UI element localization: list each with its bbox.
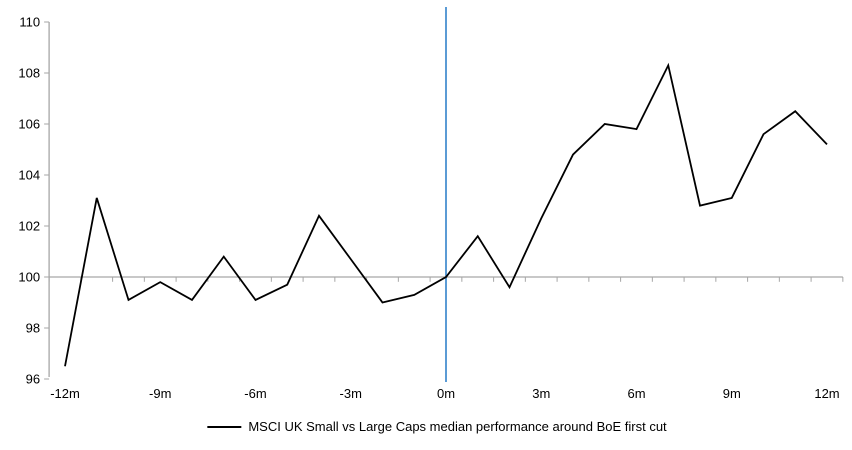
x-tick-label: 9m — [723, 386, 741, 401]
y-tick-label: 98 — [26, 321, 40, 336]
series-line-msci-uk — [64, 62, 828, 367]
x-tick-label: -3m — [340, 386, 362, 401]
x-tick-label: -6m — [244, 386, 266, 401]
x-tick-label: -9m — [149, 386, 171, 401]
chart-canvas: 96 98 100 102 104 106 108 110 -12m -9m -6m -3m 0m 3m 6… — [18, 7, 844, 401]
y-tick-label: 100 — [18, 270, 40, 285]
x-tick-label: -12m — [50, 386, 80, 401]
y-tick-label: 106 — [18, 117, 40, 132]
x-tick-label: 6m — [627, 386, 645, 401]
legend: MSCI UK Small vs Large Caps median perfo… — [207, 419, 667, 434]
y-tick-label: 110 — [19, 15, 40, 30]
y-tick-label: 102 — [18, 219, 40, 234]
x-tick-label: 3m — [532, 386, 550, 401]
legend-line-sample — [207, 425, 242, 428]
y-tick-label: 104 — [18, 168, 40, 183]
y-tick-label: 108 — [18, 66, 40, 81]
x-tick-label: 0m — [437, 386, 455, 401]
x-tick-label: 12m — [814, 386, 839, 401]
legend-label: MSCI UK Small vs Large Caps median perfo… — [248, 419, 667, 434]
y-tick-label: 96 — [26, 372, 40, 387]
